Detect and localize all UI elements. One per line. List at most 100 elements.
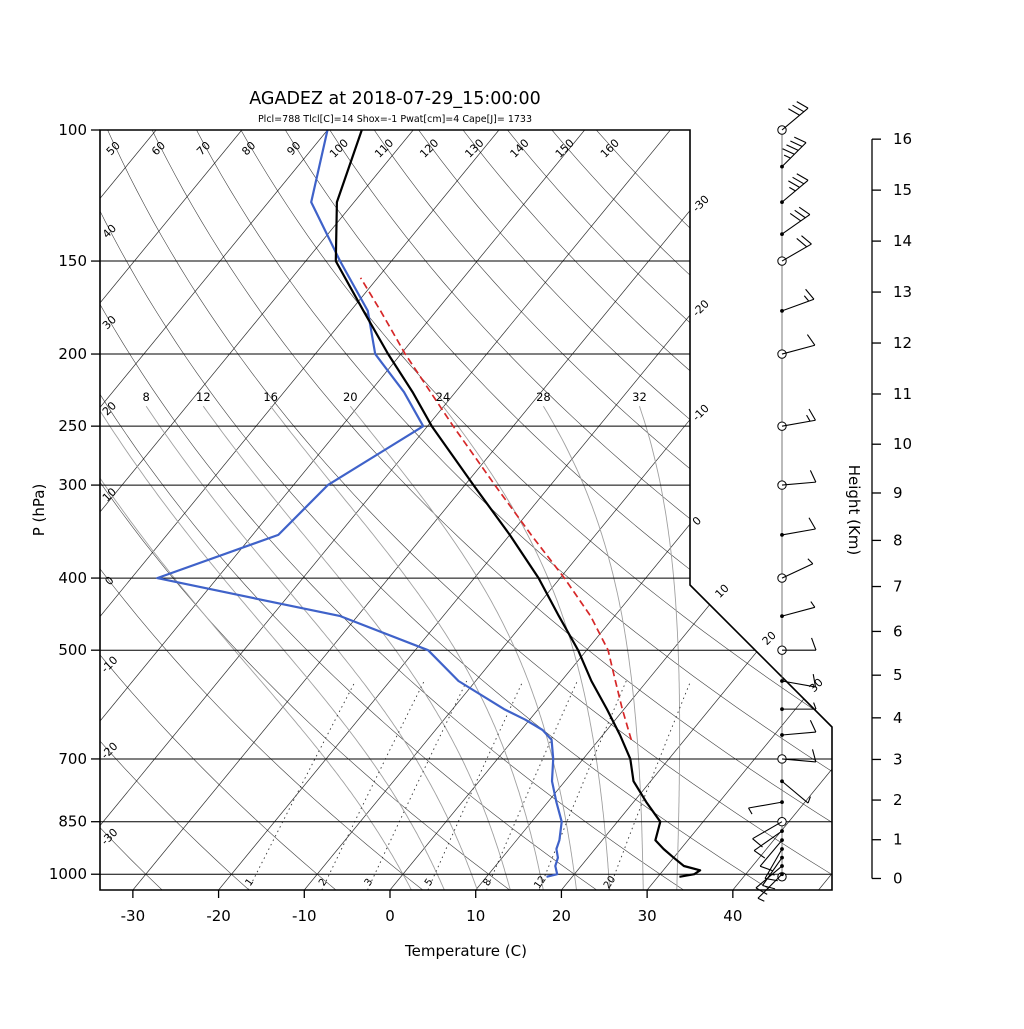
- isotherm-line: [733, 130, 1024, 890]
- mixing-ratio-line: [368, 681, 467, 890]
- moist-adiabat-line: [146, 406, 477, 890]
- temperature-tick-label: 0: [385, 907, 395, 925]
- moist-adiabat-label: 8: [143, 390, 150, 404]
- isotherm-lines: [0, 130, 1024, 890]
- wind-barb-staff: [749, 802, 782, 808]
- moist-adiabat-label: 32: [632, 390, 647, 404]
- mixing-ratio-line: [248, 681, 355, 890]
- pressure-tick-label: 100: [58, 121, 87, 139]
- mixing-ratio-label: 5: [423, 877, 436, 889]
- wind-barb-staff: [782, 299, 814, 311]
- wind-barb-full: [810, 470, 815, 482]
- isotherm-line: [647, 130, 1024, 890]
- wind-barb-full: [762, 886, 775, 889]
- wind-barb-full: [797, 238, 807, 246]
- wind-barb-full: [754, 851, 765, 858]
- plot-frame: [100, 130, 832, 890]
- isotherm-edge-label: 0: [690, 514, 704, 528]
- wind-barb-staff: [762, 858, 782, 886]
- dry-adiabat-line: [108, 130, 858, 890]
- moist-adiabat-line: [97, 406, 444, 890]
- wind-barb-staff: [782, 781, 808, 803]
- wind-barb-staff: [782, 108, 808, 130]
- wind-barb-full: [801, 236, 811, 244]
- height-tick-label: 16: [893, 130, 912, 148]
- isotherm-line: [133, 130, 756, 890]
- wind-barb-half: [789, 187, 795, 191]
- temperature-tick-label: -20: [206, 907, 231, 925]
- isotherm-edge-label: -20: [690, 297, 712, 319]
- height-tick-label: 11: [893, 385, 912, 403]
- wind-barb-full: [797, 174, 808, 181]
- wind-barb-full: [809, 518, 816, 529]
- height-tick-label: 12: [893, 334, 912, 352]
- plot-area: [0, 130, 1024, 890]
- isotherm-line: [0, 130, 499, 890]
- dry-adiabat-left-label: 30: [100, 313, 119, 332]
- dry-adiabat-lines: [0, 130, 1024, 890]
- wind-barb-full: [786, 145, 798, 150]
- dry-adiabat-line: [330, 130, 1024, 890]
- wind-barb-full: [788, 181, 799, 188]
- moist-adiabat-line: [640, 406, 680, 890]
- pressure-tick-label: 200: [58, 345, 87, 363]
- isotherm-line: [390, 130, 1013, 890]
- dry-adiabat-line: [152, 130, 944, 890]
- dry-adiabat-top-label: 120: [417, 137, 441, 161]
- wind-barb-full: [799, 207, 810, 214]
- mixing-ratio-line: [486, 681, 577, 890]
- wind-barb-full: [790, 213, 801, 220]
- dry-adiabat-line: [0, 130, 510, 890]
- dry-adiabat-line: [508, 130, 1024, 890]
- wind-barb-staff: [782, 607, 815, 616]
- isotherm-edge-label: -10: [690, 402, 712, 424]
- dry-adiabat-line: [463, 130, 1024, 890]
- wind-barb-full: [788, 109, 799, 116]
- dry-adiabat-top-label: 150: [553, 137, 577, 161]
- wind-barb-half: [804, 296, 808, 301]
- dry-adiabat-top-label: 90: [284, 139, 303, 158]
- wind-barb-full: [793, 105, 804, 112]
- height-tick-label: 5: [893, 666, 903, 684]
- pressure-tick-label: 850: [58, 813, 87, 831]
- dry-adiabat-line: [552, 130, 1024, 890]
- dry-adiabat-top-label: 160: [598, 137, 622, 161]
- wind-barb-full: [807, 335, 814, 346]
- height-tick-label: 14: [893, 232, 912, 250]
- wind-barb-half: [808, 559, 813, 564]
- wind-barb-full: [794, 137, 806, 142]
- chart-subtitle: Plcl=788 Tlcl[C]=14 Shox=-1 Pwat[cm]=4 C…: [258, 114, 532, 125]
- temperature-tick-label: 40: [723, 907, 742, 925]
- wind-barb-staff: [782, 529, 815, 535]
- height-axis-label: Height (Km): [845, 465, 863, 556]
- wind-barb-full: [809, 409, 816, 420]
- moist-adiabat-line: [543, 406, 643, 890]
- isotherm-edge-label: -30: [690, 193, 712, 215]
- mixing-ratio-label: 8: [481, 877, 494, 889]
- moist-adiabat-label: 16: [263, 390, 278, 404]
- dry-adiabat-line: [374, 130, 1024, 890]
- mixing-ratio-label: 12: [532, 874, 548, 891]
- temperature-tick-label: -10: [292, 907, 317, 925]
- height-tick-label: 4: [893, 709, 903, 727]
- pressure-tick-label: 400: [58, 569, 87, 587]
- wind-barb-full: [806, 289, 814, 299]
- pressure-tick-label: 700: [58, 750, 87, 768]
- mixing-ratio-label: 20: [602, 874, 618, 891]
- wind-barb-staff: [782, 482, 816, 485]
- moist-adiabat-label: 24: [436, 390, 451, 404]
- dry-adiabat-left-label: 0: [102, 574, 116, 588]
- dry-adiabat-line: [419, 130, 1024, 890]
- height-tick-label: 6: [893, 622, 903, 640]
- mixing-ratio-line: [322, 681, 424, 890]
- temperature-curve: [336, 130, 700, 877]
- wind-barb-full: [753, 839, 763, 847]
- chart-root: 1001502002503004005007008501000-30-20-10…: [0, 102, 1024, 925]
- wind-barb-staff: [782, 732, 816, 735]
- dry-adiabat-top-label: 60: [149, 139, 168, 158]
- isotherm-line: [561, 130, 1024, 890]
- wind-barb-full: [790, 141, 802, 146]
- pressure-tick-label: 1000: [49, 865, 87, 883]
- wind-barb-full: [797, 102, 808, 109]
